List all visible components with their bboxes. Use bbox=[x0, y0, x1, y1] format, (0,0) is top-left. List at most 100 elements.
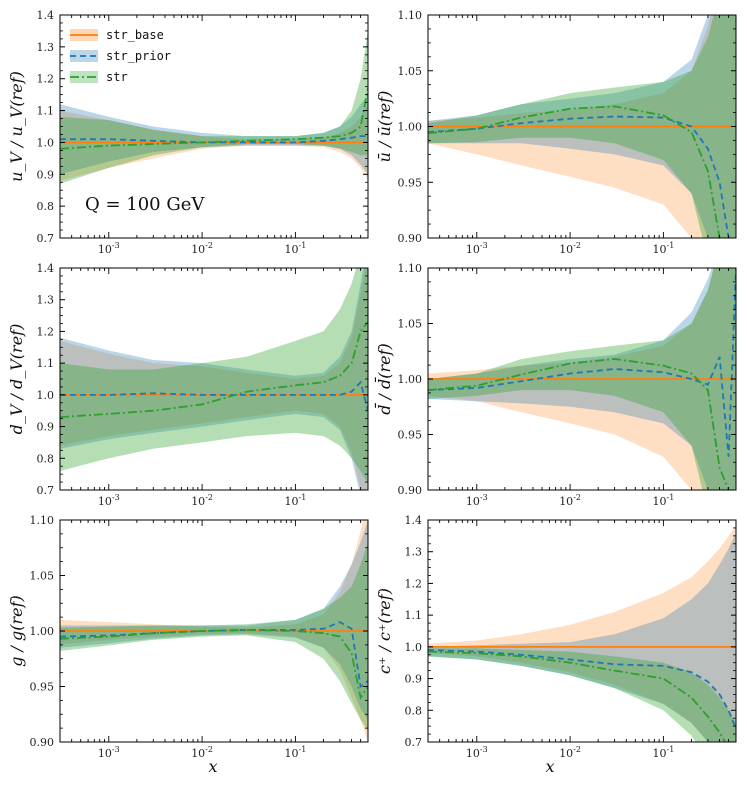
band-cplus-str_base bbox=[428, 526, 736, 742]
xtick-label-dbar-0: 10-3 bbox=[466, 493, 488, 508]
xtick-label-uv-2: 10-1 bbox=[284, 241, 306, 256]
line-ubar-str bbox=[428, 105, 721, 238]
ylabel-cplus: c⁺ / c⁺(ref) bbox=[375, 588, 394, 674]
panel-dv-plot-area bbox=[60, 268, 368, 490]
panel-g: 0.90 0.95 1.00 1.05 1.10 10-3 10-2 10-1 g / g(re… bbox=[7, 514, 369, 760]
line-g-str_prior bbox=[60, 621, 368, 689]
panels-layer: 0.7 0.8 0.9 1.0 1.1 1.2 1.3 1.4 10-3 10-2 10-1 u_V … bbox=[7, 9, 737, 760]
x-axis-label-left: x bbox=[208, 757, 217, 776]
panel-cplus-plot-area bbox=[428, 526, 736, 742]
panel-dbar: 0.90 0.95 1.00 1.05 1.10 10-3 10-2 10-1 d̄ / d̄(… bbox=[373, 262, 737, 508]
ylabel-ubar: ū / ū(ref) bbox=[375, 91, 394, 163]
xtick-label-ubar-2: 10-1 bbox=[652, 241, 674, 256]
ytick-label-cplus-0: 0.7 bbox=[405, 736, 423, 749]
panel-uv-plot-area bbox=[60, 30, 368, 184]
panel-uv: 0.7 0.8 0.9 1.0 1.1 1.2 1.3 1.4 10-3 10-2 10-1 u_V … bbox=[7, 9, 369, 256]
xtick-label-dbar-1: 10-2 bbox=[559, 493, 581, 508]
ytick-label-g-1: 0.95 bbox=[30, 681, 55, 694]
ytick-label-cplus-1: 0.8 bbox=[405, 704, 423, 717]
x-labels-layer: x x bbox=[208, 757, 554, 776]
xtick-label-cplus-0: 10-3 bbox=[466, 745, 488, 760]
ytick-label-uv-2: 0.9 bbox=[37, 168, 55, 181]
band-g-str bbox=[60, 542, 368, 731]
ytick-label-cplus-7: 1.4 bbox=[405, 514, 423, 527]
ytick-label-cplus-5: 1.2 bbox=[405, 577, 423, 590]
ytick-label-cplus-4: 1.1 bbox=[405, 609, 423, 622]
band-dv-str bbox=[60, 268, 368, 484]
ytick-label-uv-6: 1.3 bbox=[37, 41, 55, 54]
panel-dv: 0.7 0.8 0.9 1.0 1.1 1.2 1.3 1.4 10-3 10-2 10-1 d_V … bbox=[7, 262, 369, 508]
ytick-label-dbar-1: 0.95 bbox=[398, 429, 423, 442]
ytick-label-g-2: 1.00 bbox=[30, 625, 55, 638]
line-uv-str_prior bbox=[60, 135, 368, 144]
ytick-label-dv-3: 1.0 bbox=[37, 389, 55, 402]
legend-label-str_prior: str_prior bbox=[106, 49, 171, 63]
panel-ubar-plot-area bbox=[428, 15, 736, 238]
ytick-label-g-0: 0.90 bbox=[30, 736, 55, 749]
ytick-label-dv-7: 1.4 bbox=[37, 262, 55, 275]
ytick-label-g-4: 1.10 bbox=[30, 514, 55, 527]
ytick-label-dbar-4: 1.10 bbox=[398, 262, 423, 275]
ytick-label-uv-4: 1.1 bbox=[37, 105, 55, 118]
xtick-label-uv-0: 10-3 bbox=[98, 241, 120, 256]
xtick-label-cplus-2: 10-1 bbox=[652, 745, 674, 760]
band-dv-str_prior bbox=[60, 268, 368, 490]
ytick-label-dv-0: 0.7 bbox=[37, 484, 55, 497]
ylabel-dbar: d̄ / d̄(ref) bbox=[373, 343, 394, 415]
band-dv-str_base bbox=[60, 268, 368, 490]
legend-label-str_base: str_base bbox=[106, 28, 164, 42]
legend-label-str: str bbox=[106, 70, 128, 84]
ytick-label-uv-3: 1.0 bbox=[37, 136, 55, 149]
ytick-label-dbar-2: 1.00 bbox=[398, 373, 423, 386]
band-cplus-str bbox=[428, 648, 736, 742]
ytick-label-dv-1: 0.8 bbox=[37, 452, 55, 465]
ytick-label-cplus-6: 1.3 bbox=[405, 546, 423, 559]
ytick-label-uv-7: 1.4 bbox=[37, 9, 55, 22]
ytick-label-uv-0: 0.7 bbox=[37, 232, 55, 245]
xtick-label-ubar-0: 10-3 bbox=[466, 241, 488, 256]
ylabel-dv: d_V / d_V(ref) bbox=[7, 324, 26, 435]
scale-annotation: Q = 100 GeV bbox=[85, 194, 205, 215]
panel-cplus: 0.7 0.8 0.9 1.0 1.1 1.2 1.3 1.4 10-3 10-2 10-1 c⁺ /… bbox=[375, 514, 737, 760]
ytick-label-ubar-1: 0.95 bbox=[398, 176, 423, 189]
ytick-label-dv-4: 1.1 bbox=[37, 357, 55, 370]
ytick-label-ubar-3: 1.05 bbox=[398, 65, 423, 78]
ytick-label-cplus-3: 1.0 bbox=[405, 641, 423, 654]
ytick-label-ubar-4: 1.10 bbox=[398, 9, 423, 22]
band-g-str_prior bbox=[60, 520, 368, 720]
x-axis-label-right: x bbox=[545, 757, 554, 776]
band-uv-str_prior bbox=[60, 94, 368, 175]
ytick-label-ubar-0: 0.90 bbox=[398, 232, 423, 245]
xtick-label-uv-1: 10-2 bbox=[191, 241, 213, 256]
xtick-label-dv-2: 10-1 bbox=[284, 493, 306, 508]
line-dbar-str bbox=[428, 358, 730, 490]
xtick-label-dv-1: 10-2 bbox=[191, 493, 213, 508]
line-dv-str bbox=[60, 321, 368, 418]
ytick-label-ubar-2: 1.00 bbox=[398, 121, 423, 134]
ytick-label-g-3: 1.05 bbox=[30, 570, 55, 583]
xtick-label-dv-0: 10-3 bbox=[98, 493, 120, 508]
xtick-label-g-0: 10-3 bbox=[98, 745, 120, 760]
xtick-label-g-2: 10-1 bbox=[284, 745, 306, 760]
xtick-label-dbar-2: 10-1 bbox=[652, 493, 674, 508]
xtick-label-cplus-1: 10-2 bbox=[559, 745, 581, 760]
xtick-label-g-1: 10-2 bbox=[191, 745, 213, 760]
ytick-label-uv-1: 0.8 bbox=[37, 200, 55, 213]
ytick-label-dv-2: 0.9 bbox=[37, 421, 55, 434]
panel-ubar: 0.90 0.95 1.00 1.05 1.10 10-3 10-2 10-1 ū / ū(re… bbox=[375, 9, 737, 256]
ytick-label-uv-5: 1.2 bbox=[37, 73, 55, 86]
ytick-label-dbar-3: 1.05 bbox=[398, 318, 423, 331]
line-uv-str bbox=[60, 88, 368, 150]
panel-g-plot-area bbox=[60, 520, 368, 742]
ytick-label-dv-6: 1.3 bbox=[37, 294, 55, 307]
ylabel-g: g / g(ref) bbox=[7, 595, 26, 667]
ylabel-uv: u_V / u_V(ref) bbox=[7, 71, 26, 182]
xtick-label-ubar-1: 10-2 bbox=[559, 241, 581, 256]
band-uv-str bbox=[60, 30, 368, 184]
ytick-label-cplus-2: 0.9 bbox=[405, 673, 423, 686]
panel-dbar-plot-area bbox=[428, 268, 736, 490]
line-dv-str_prior bbox=[60, 380, 368, 411]
ytick-label-dbar-0: 0.90 bbox=[398, 484, 423, 497]
